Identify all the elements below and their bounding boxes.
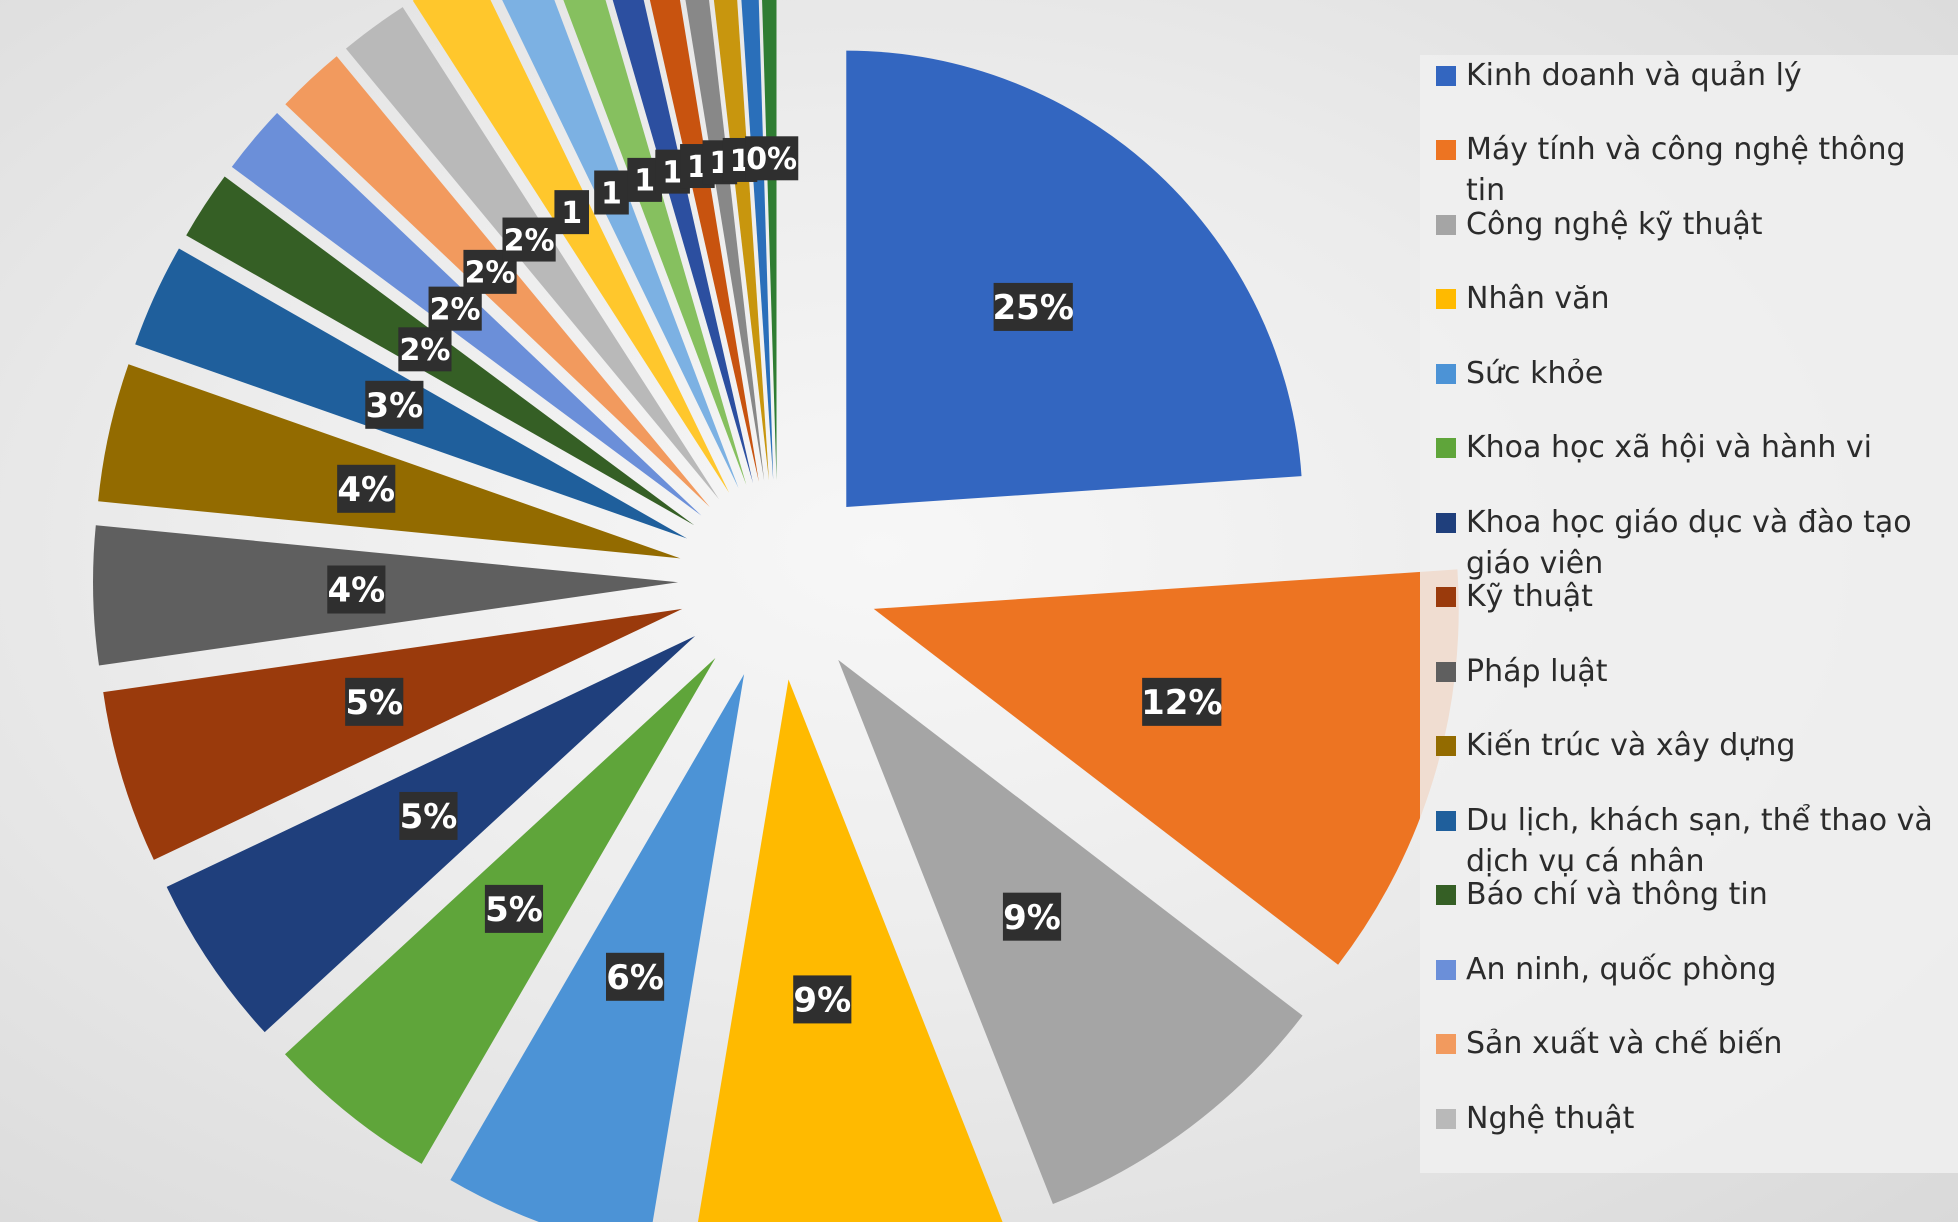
data-label-box [1002,892,1062,941]
legend-swatch [1436,736,1456,756]
pie-slice [98,364,681,559]
legend-swatch [1436,960,1456,980]
pie-slice [502,0,739,489]
pie-slice [762,0,777,481]
legend-swatch [1436,513,1456,533]
legend-label: Báo chí và thông tin [1466,877,1768,912]
legend-item: Khoa học xã hội và hành vi [1436,427,1951,468]
data-label-box [399,791,458,840]
data-label-box [745,136,799,181]
data-label-box [398,327,452,372]
legend-item: Nghệ thuật [1436,1098,1951,1139]
legend-label: Nhân văn [1466,281,1610,316]
pie-slice [838,659,1303,1205]
legend-swatch [1436,885,1456,905]
legend-swatch [1436,438,1456,458]
pie-slice [563,0,747,486]
legend-label: An ninh, quốc phòng [1466,952,1777,987]
data-label: 1 [561,196,582,231]
legend-swatch [1436,140,1456,160]
legend-label: Khoa học xã hội và hành vi [1466,430,1872,465]
data-label: 1 [662,155,683,190]
data-label-box [428,286,482,331]
data-label-box [993,282,1073,331]
legend-item: Sản xuất và chế biến [1436,1023,1951,1064]
legend-label: Khoa học giáo dục và đào tạo giáo viên [1466,505,1912,581]
legend-item: Sức khỏe [1436,353,1951,394]
pie-slice [93,525,679,666]
data-label: 1 [601,176,622,211]
legend-label: Nghệ thuật [1466,1101,1635,1136]
data-label: 0% [746,142,797,177]
pie-slice [450,674,745,1222]
data-label: 3% [365,386,423,426]
pie-slice [697,679,1003,1222]
data-label-box [365,380,424,429]
legend-item: Kinh doanh và quản lý [1436,55,1951,96]
data-label-box [337,464,396,513]
pie-slice [103,608,683,860]
legend-label: Kiến trúc và xây dựng [1466,728,1796,763]
data-label: 5% [485,890,543,930]
legend-item: Khoa học giáo dục và đào tạo giáo viên [1436,502,1951,584]
legend-item: Pháp luật [1436,651,1951,692]
data-label: 4% [327,571,385,611]
data-label-box [554,190,590,235]
legend-swatch [1436,811,1456,831]
data-label: 2% [430,292,481,327]
chart-legend: Kinh doanh và quản lý Máy tính và công n… [1420,55,1958,1173]
legend-label: Pháp luật [1466,654,1608,689]
legend-swatch [1436,1034,1456,1054]
data-label: 1 [634,164,655,199]
data-label: 25% [993,288,1074,328]
data-label: 2% [399,333,450,368]
legend-swatch [1436,66,1456,86]
legend-swatch [1436,289,1456,309]
pie-slice [649,0,759,482]
pie-slice [612,0,754,484]
legend-item: Nhân văn [1436,278,1951,319]
legend-item: An ninh, quốc phòng [1436,949,1951,990]
legend-label: Kinh doanh và quản lý [1466,58,1802,93]
data-label-box [594,170,629,215]
legend-item: Báo chí và thông tin [1436,874,1951,915]
data-label-box [605,952,665,1001]
data-label-box [345,677,404,726]
data-label-box [793,975,852,1024]
pie-slice [873,569,1459,965]
legend-label: Máy tính và công nghệ thông tin [1466,132,1906,208]
legend-label: Công nghệ kỹ thuật [1466,207,1763,242]
pie-slice [846,50,1302,507]
legend-item: Du lịch, khách sạn, thể thao và dịch vụ … [1436,800,1951,882]
data-label: 6% [606,958,664,998]
legend-item: Kỹ thuật [1436,576,1951,617]
data-label: 4% [337,470,395,510]
data-label-box [1142,677,1222,726]
legend-swatch [1436,662,1456,682]
pie-slice [713,0,769,481]
data-label-box [502,217,556,262]
data-label-box [327,565,386,614]
data-label: 5% [400,797,458,837]
legend-item: Kiến trúc và xây dựng [1436,725,1951,766]
legend-swatch [1436,587,1456,607]
data-label: 9% [793,981,851,1021]
legend-swatch [1436,1109,1456,1129]
legend-label: Sức khỏe [1466,356,1604,391]
legend-item: Công nghệ kỹ thuật [1436,204,1951,245]
data-label: 5% [345,683,403,723]
pie-slice [412,0,730,493]
legend-swatch [1436,215,1456,235]
data-label: 12% [1141,683,1222,723]
legend-item: Máy tính và công nghệ thông tin [1436,129,1951,211]
legend-label: Du lịch, khách sạn, thể thao và dịch vụ … [1466,803,1933,879]
data-label-box [484,884,544,933]
legend-swatch [1436,364,1456,384]
legend-label: Sản xuất và chế biến [1466,1026,1783,1061]
data-label: 9% [1003,898,1061,938]
legend-label: Kỹ thuật [1466,579,1593,614]
data-label: 2% [504,223,555,258]
pie-slice [741,0,774,481]
